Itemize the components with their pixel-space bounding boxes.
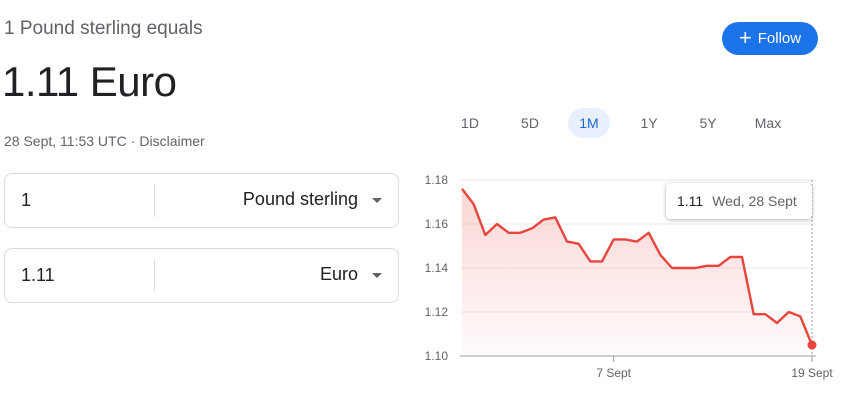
x-tick-label: 19 Sept <box>791 366 833 380</box>
from-currency-select[interactable]: Pound sterling <box>242 189 358 209</box>
row-divider <box>154 259 155 292</box>
tooltip-date: Wed, 28 Sept <box>712 193 797 209</box>
disclaimer-link[interactable]: Disclaimer <box>139 133 205 149</box>
follow-label: Follow <box>757 30 802 47</box>
y-tick-label: 1.16 <box>425 217 449 231</box>
from-currency-row: 1 Pound sterling <box>4 173 399 228</box>
current-point-marker <box>807 340 817 350</box>
y-tick-label: 1.14 <box>425 261 449 275</box>
follow-button[interactable]: + Follow <box>722 22 818 55</box>
y-tick-label: 1.10 <box>425 349 449 363</box>
tab-1d[interactable]: 1D <box>461 115 479 131</box>
rate-value: 1.11 Euro <box>2 58 177 105</box>
to-amount-input[interactable]: 1.11 <box>21 265 55 285</box>
tab-max[interactable]: Max <box>754 115 782 131</box>
tooltip-value: 1.11 <box>677 193 704 209</box>
to-currency-row: 1.11 Euro <box>4 248 399 303</box>
y-tick-label: 1.18 <box>425 173 449 187</box>
timestamp: 28 Sept, 11:53 UTC <box>4 133 127 149</box>
to-currency-select[interactable]: Euro <box>319 264 358 284</box>
plus-icon: + <box>738 24 752 50</box>
range-tabs: 1D 5D 1M 1Y 5Y Max <box>446 108 826 140</box>
tab-5y[interactable]: 5Y <box>699 115 717 131</box>
chart-series-line <box>461 188 814 346</box>
rate-meta: 28 Sept, 11:53 UTC · Disclaimer <box>4 133 205 149</box>
row-divider <box>154 184 155 217</box>
tab-5d[interactable]: 5D <box>521 115 539 131</box>
y-tick-label: 1.12 <box>425 305 449 319</box>
chevron-down-icon[interactable] <box>372 273 382 278</box>
meta-separator: · <box>130 133 136 149</box>
rate-subtitle: 1 Pound sterling equals <box>4 18 203 39</box>
chevron-down-icon[interactable] <box>372 198 382 203</box>
chart-tooltip: 1.11 Wed, 28 Sept <box>666 183 812 219</box>
x-tick-label: 7 Sept <box>596 366 631 380</box>
from-amount-input[interactable]: 1 <box>21 190 32 210</box>
tab-1m[interactable]: 1M <box>568 108 610 138</box>
tab-1y[interactable]: 1Y <box>640 115 658 131</box>
chart-area-fill <box>462 188 812 356</box>
